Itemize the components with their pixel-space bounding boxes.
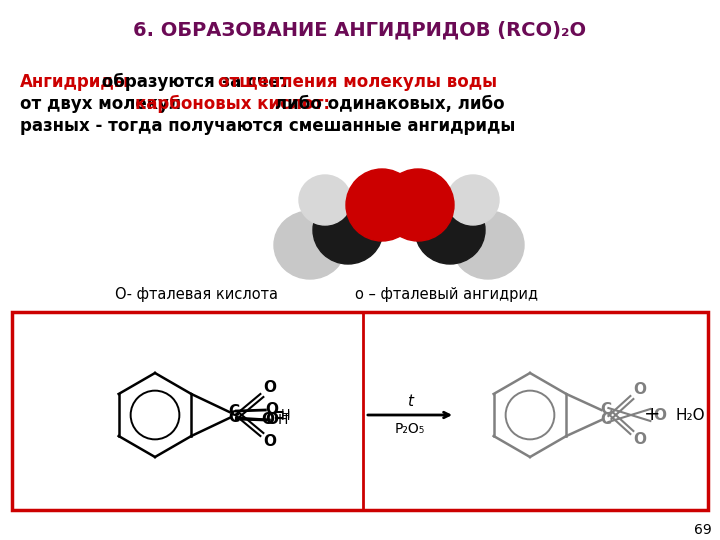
Text: O: O — [265, 413, 278, 428]
Text: 6. ОБРАЗОВАНИЕ АНГИДРИДОВ (RCO)₂O: 6. ОБРАЗОВАНИЕ АНГИДРИДОВ (RCO)₂O — [133, 21, 587, 39]
Ellipse shape — [452, 211, 524, 279]
Text: C: C — [600, 413, 611, 428]
Text: O: O — [265, 402, 278, 417]
Text: O: O — [633, 382, 646, 397]
Text: O: O — [633, 433, 646, 448]
Text: P₂O₅: P₂O₅ — [395, 422, 425, 436]
Ellipse shape — [346, 169, 418, 241]
Text: H₂O: H₂O — [675, 408, 705, 422]
Text: образуются за счет: образуются за счет — [96, 73, 295, 91]
Ellipse shape — [447, 175, 499, 225]
Text: разных - тогда получаются смешанные ангидриды: разных - тогда получаются смешанные анги… — [20, 117, 516, 135]
Text: O: O — [261, 413, 274, 428]
FancyBboxPatch shape — [12, 312, 708, 510]
Text: C: C — [228, 410, 239, 426]
Text: H: H — [281, 408, 290, 421]
Text: O: O — [263, 381, 276, 395]
Text: O: O — [263, 435, 276, 449]
Text: либо одинаковых, либо: либо одинаковых, либо — [275, 95, 505, 113]
Ellipse shape — [415, 196, 485, 264]
Text: H: H — [281, 409, 290, 422]
Text: отщепления молекулы воды: отщепления молекулы воды — [218, 73, 497, 91]
Text: от двух молекул: от двух молекул — [20, 95, 186, 113]
Text: H: H — [277, 413, 287, 427]
Text: Ангидриды: Ангидриды — [20, 73, 130, 91]
Text: O: O — [653, 408, 666, 422]
Text: C: C — [228, 404, 239, 420]
Text: +: + — [644, 406, 660, 424]
Text: C: C — [600, 402, 611, 417]
Ellipse shape — [313, 196, 383, 264]
Text: 69: 69 — [694, 523, 712, 537]
Text: О- фталевая кислота: О- фталевая кислота — [115, 287, 278, 302]
Ellipse shape — [299, 175, 351, 225]
Text: t: t — [407, 394, 413, 408]
Text: о – фталевый ангидрид: о – фталевый ангидрид — [355, 287, 538, 302]
Ellipse shape — [274, 211, 346, 279]
Text: карбоновых кислот:: карбоновых кислот: — [135, 95, 330, 113]
Ellipse shape — [382, 169, 454, 241]
